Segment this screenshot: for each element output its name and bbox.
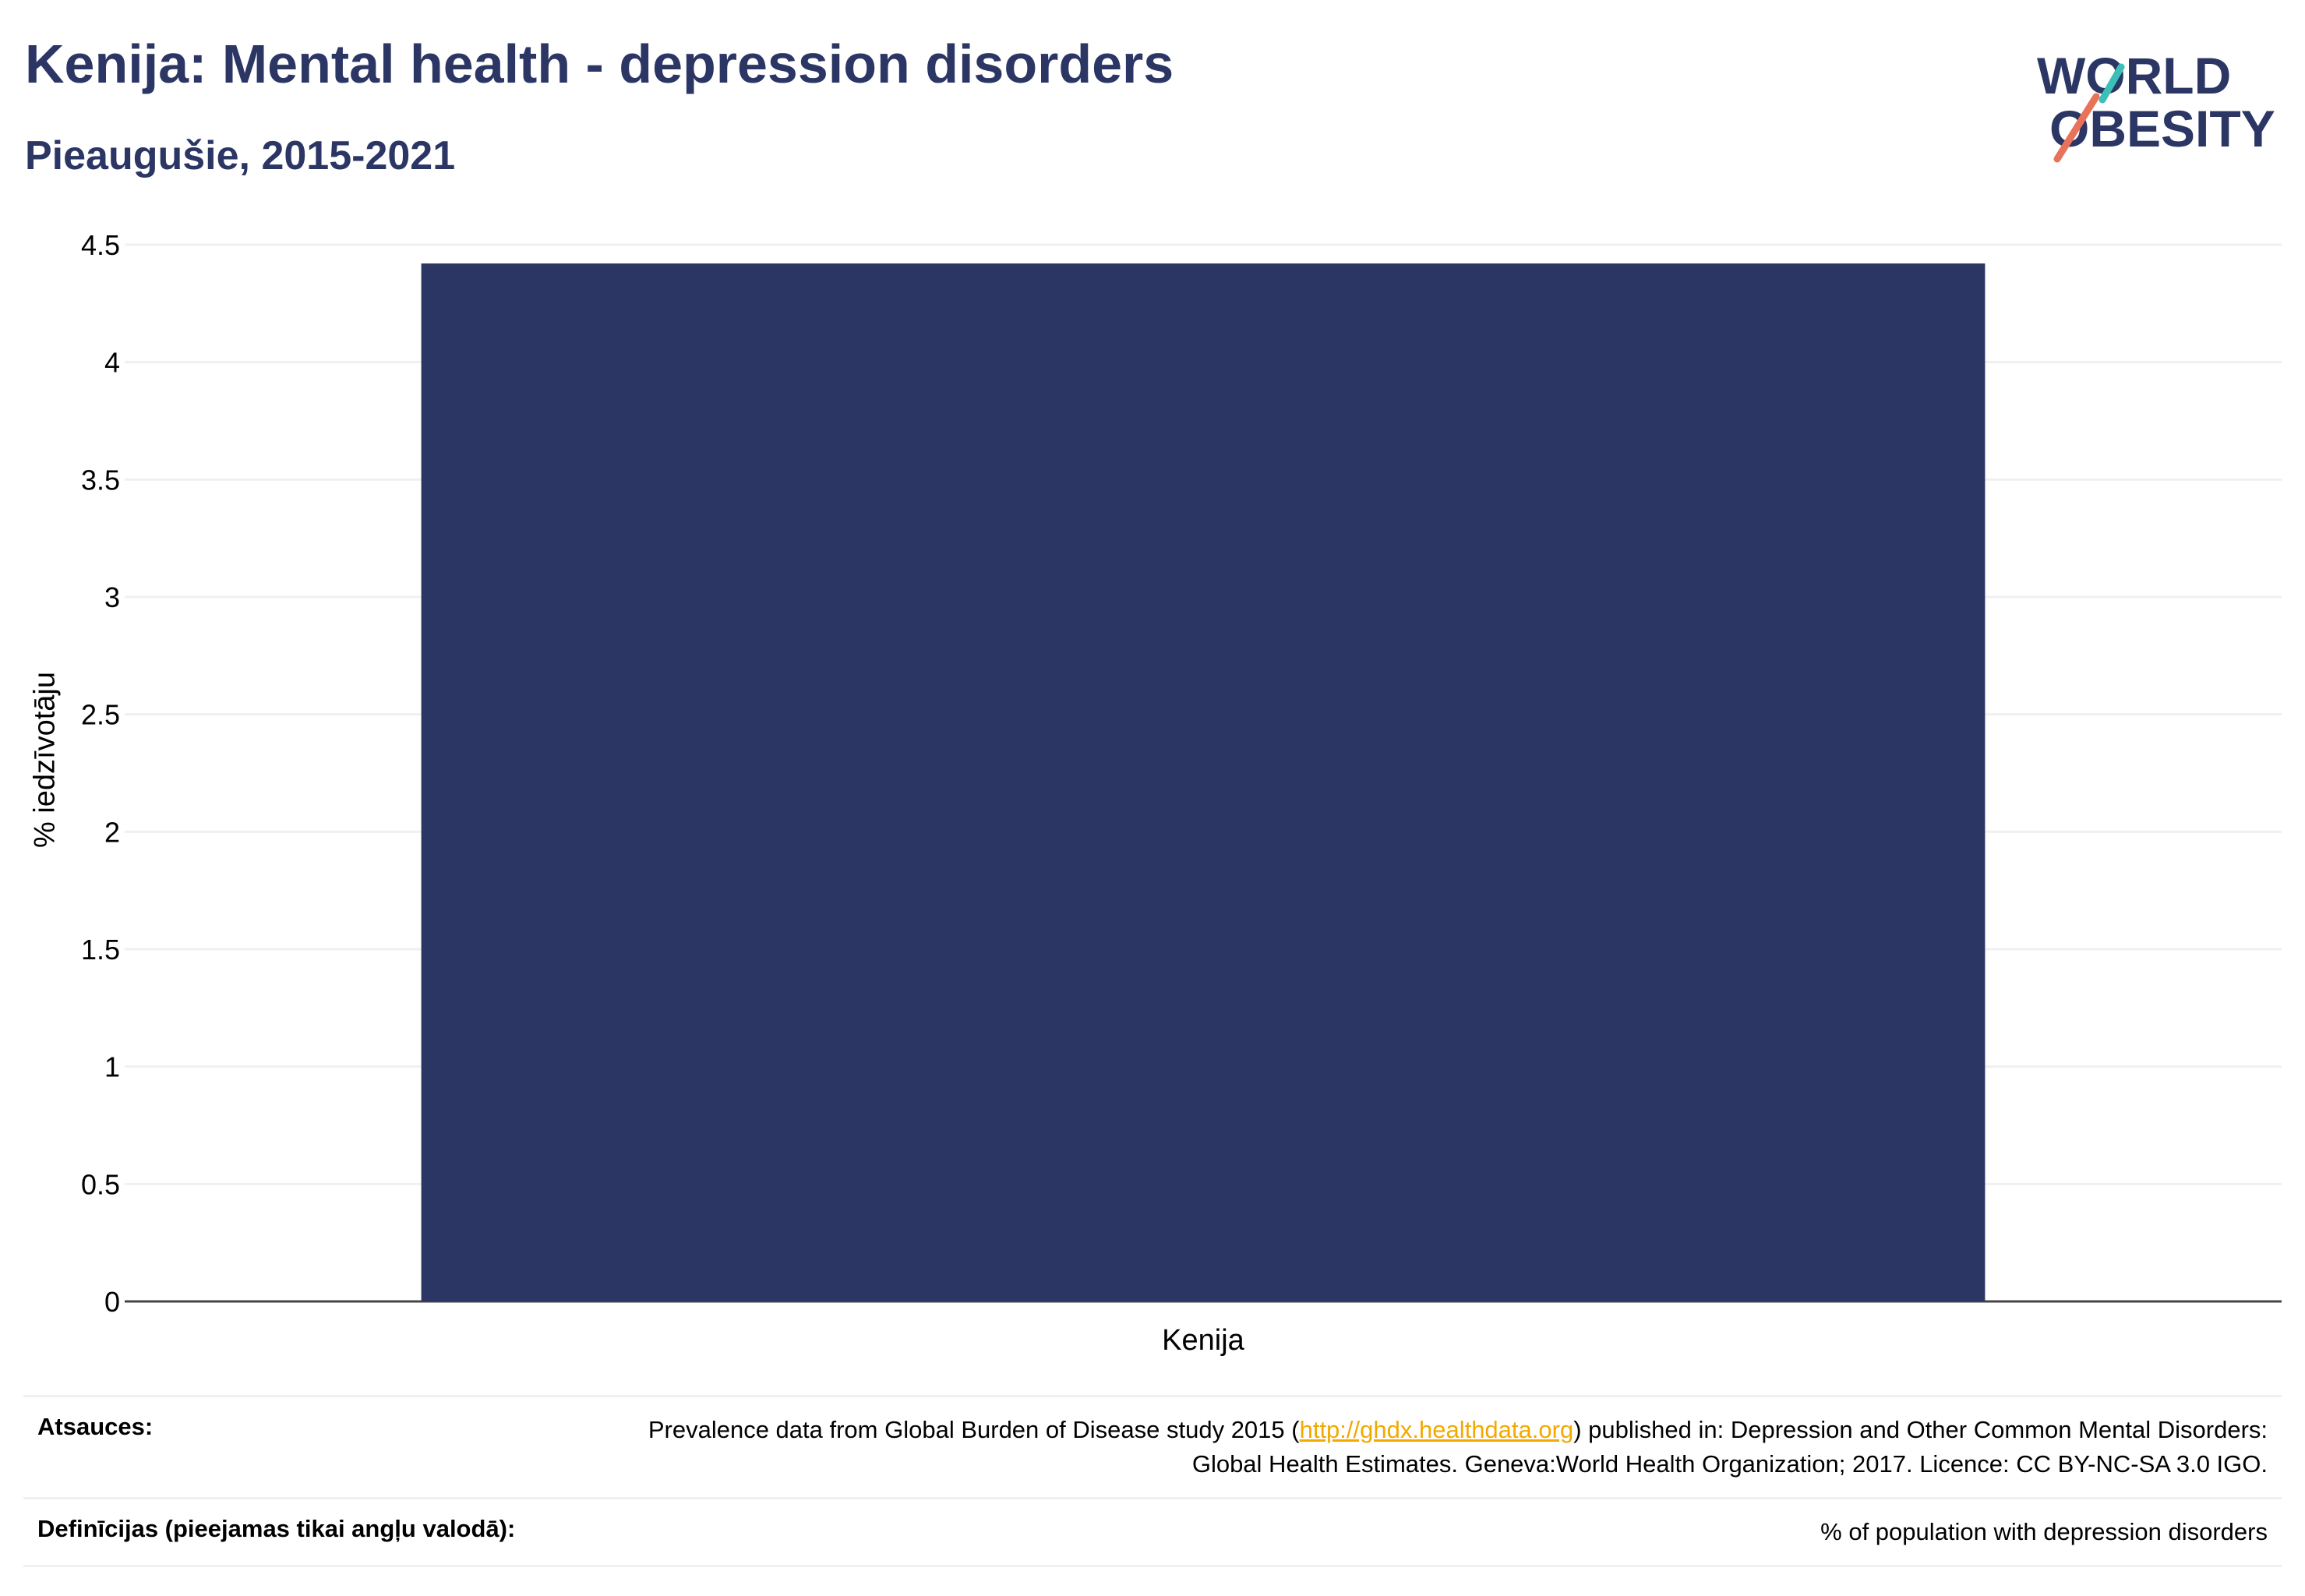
y-tick-labels: 0 0.5 1 1.5 2 2.5 3 3.5 4 4.5: [81, 229, 120, 1318]
sources-label: Atsauces:: [37, 1413, 154, 1440]
bar-kenija[interactable]: [421, 263, 1986, 1301]
y-tick-label: 1.5: [81, 934, 120, 966]
world-obesity-logo: WORLD OBESITY: [2037, 47, 2275, 163]
y-tick-label: 1: [104, 1051, 120, 1083]
sources-text-pre: Prevalence data from Global Burden of Di…: [648, 1416, 1300, 1443]
y-tick-label: 2.5: [81, 699, 120, 731]
y-axis-label: % iedzīvotāju: [28, 671, 62, 849]
sources-link[interactable]: http://ghdx.healthdata.org: [1299, 1416, 1574, 1443]
bar-chart: 0 0.5 1 1.5 2 2.5 3 3.5 4 4.5 Kenija: [81, 229, 2282, 1357]
x-tick-labels: Kenija: [1162, 1324, 1244, 1357]
logo-slash-teal: [2099, 63, 2125, 104]
y-tick-label: 3: [104, 581, 120, 613]
y-tick-label: 4.5: [81, 229, 120, 261]
sources-text: Prevalence data from Global Burden of Di…: [631, 1413, 2268, 1481]
sources-text-post: ) published in: Depression and Other Com…: [1191, 1416, 2268, 1478]
logo-line1: WORLD: [2037, 47, 2231, 104]
page-subtitle: Pieaugušie, 2015-2021: [25, 133, 456, 178]
bars: [421, 263, 1986, 1301]
definitions-row: Definīcijas (pieejamas tikai angļu valod…: [23, 1497, 2282, 1567]
x-tick-label: Kenija: [1162, 1324, 1244, 1357]
y-tick-label: 0: [104, 1286, 120, 1318]
y-tick-label: 2: [104, 816, 120, 848]
logo-slash-coral: [2053, 93, 2100, 163]
definitions-label: Definīcijas (pieejamas tikai angļu valod…: [37, 1515, 516, 1542]
y-tick-label: 3.5: [81, 464, 120, 496]
y-tick-label: 0.5: [81, 1168, 120, 1200]
definitions-text: % of population with depression disorder…: [1820, 1518, 2268, 1545]
chart-footer: Atsauces: Prevalence data from Global Bu…: [23, 1395, 2282, 1567]
y-tick-label: 4: [104, 347, 120, 379]
page-title: Kenija: Mental health - depression disor…: [25, 34, 1174, 94]
sources-row: Atsauces: Prevalence data from Global Bu…: [23, 1395, 2282, 1497]
